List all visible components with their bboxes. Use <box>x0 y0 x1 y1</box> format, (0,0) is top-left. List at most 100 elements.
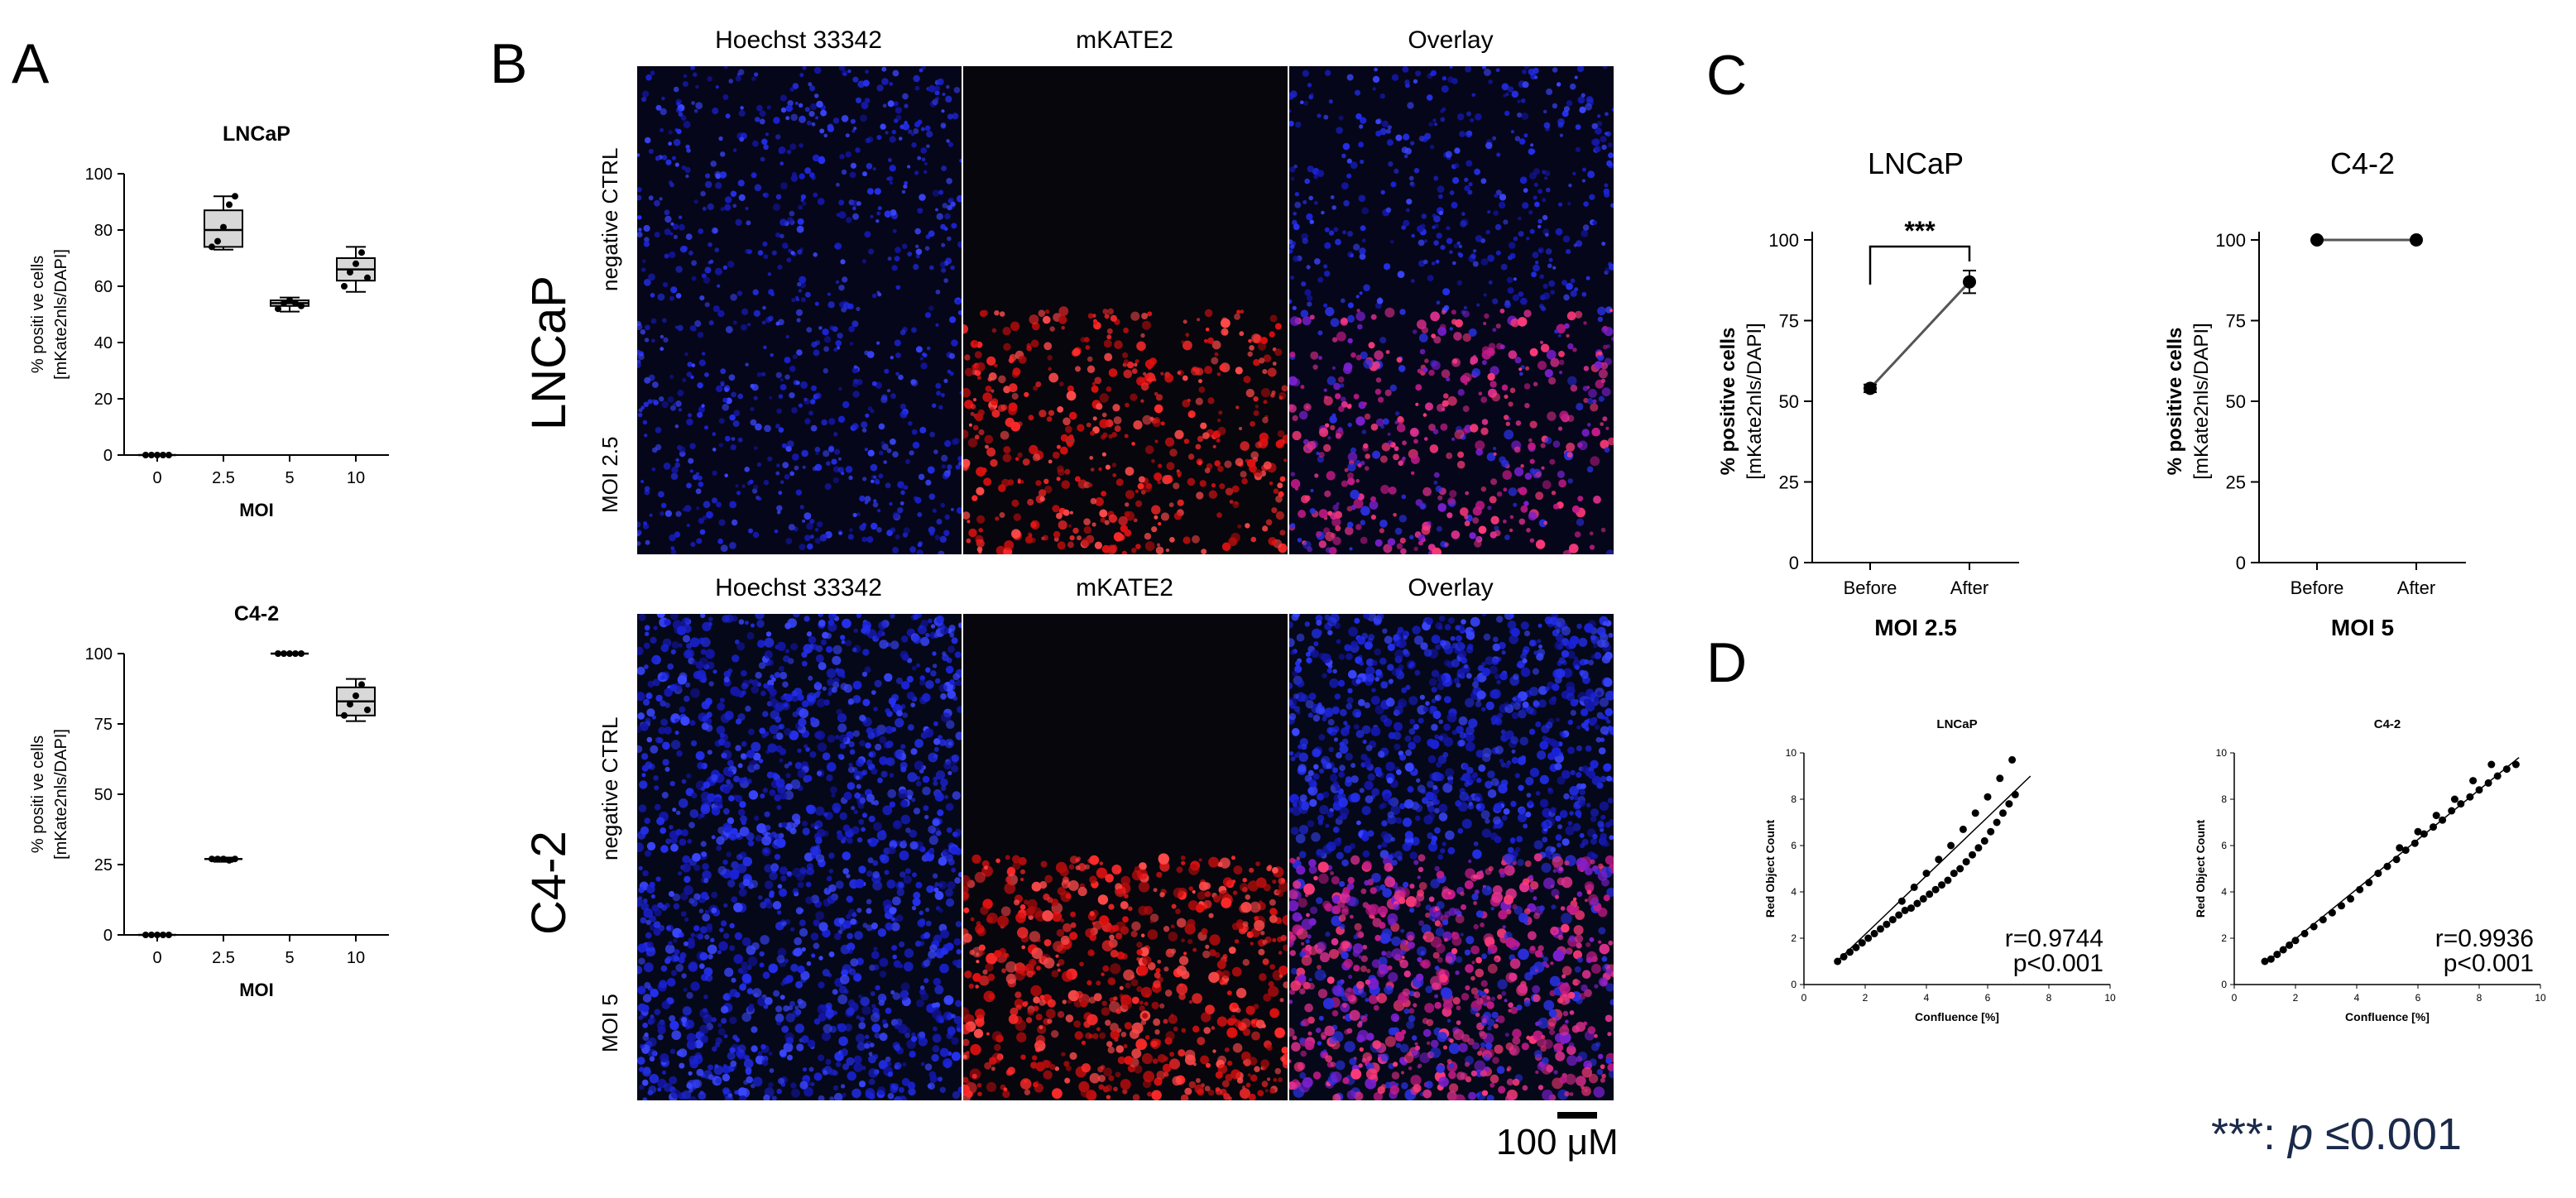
image-c42-overlay <box>1289 614 1614 1100</box>
scatter-point <box>1870 929 1878 937</box>
y-tick-label: 20 <box>94 391 113 409</box>
y-axis-label-line1: % positive cells <box>1717 328 1739 476</box>
scatter-point <box>2008 755 2017 764</box>
regression-line <box>1834 775 2032 965</box>
data-point <box>1963 275 1976 289</box>
data-point <box>286 297 293 304</box>
row-label-moi-5: MOI 5 <box>597 994 622 1052</box>
data-point <box>292 650 299 657</box>
scatter-point <box>2448 807 2456 815</box>
scatter-point <box>2411 839 2419 847</box>
scatter-point <box>2338 902 2345 910</box>
x-tick-label: 2 <box>2293 992 2299 1004</box>
boxplot-lncap: LNCaP 0 20 40 60 80 100 0 2.5 5 10 MOI % positi ve c… <box>29 122 389 520</box>
data-point <box>232 193 238 200</box>
scatter-point <box>1897 897 1906 905</box>
series-line <box>1868 280 1971 390</box>
scatter-point <box>1877 925 1884 933</box>
significance-bracket <box>1868 245 1971 285</box>
scatter-point <box>1938 881 1945 889</box>
col-title-hoechst-top: Hoechst 33342 <box>715 26 882 54</box>
scatter-point <box>1895 911 1903 919</box>
y-tick-label: 0 <box>103 927 113 945</box>
data-point <box>358 249 365 256</box>
data-point <box>275 305 281 313</box>
data-point <box>148 932 155 938</box>
data-point <box>1864 381 1877 395</box>
scatter-point <box>1907 904 1915 913</box>
y-tick-label: 75 <box>2226 311 2246 332</box>
image-lncap-overlay <box>1289 66 1614 554</box>
y-tick-label: 0 <box>1789 553 1799 573</box>
scatter-point <box>2392 855 2401 864</box>
chart-title: LNCaP <box>223 122 290 146</box>
correlation-r: r=0.9936 <box>2435 925 2534 952</box>
x-tick-label: 8 <box>2477 992 2482 1004</box>
scatter-point <box>2450 795 2458 803</box>
data-point <box>286 650 293 657</box>
data-point <box>281 650 287 657</box>
chart-title: C4-2 <box>234 602 279 625</box>
y-tick-label: 75 <box>1779 311 1799 332</box>
y-axis-label-line2: [mKate2nls/DAPI] <box>2190 323 2213 479</box>
scatter-point <box>1944 876 1952 884</box>
data-point <box>2310 233 2324 247</box>
data-point <box>298 650 305 657</box>
x-tick-label: 0 <box>152 949 161 967</box>
x-tick-label: 5 <box>285 469 294 487</box>
x-tick-label: 2.5 <box>212 469 235 487</box>
y-tick-label: 10 <box>1786 747 1797 759</box>
x-tick-label: 2 <box>1863 992 1868 1004</box>
scatter-point <box>1913 899 1921 908</box>
scatter-point <box>1919 894 1927 903</box>
scatter-point <box>2383 862 2391 870</box>
data-point <box>347 269 353 276</box>
scatter-point <box>1950 870 1958 878</box>
scatter-point <box>1935 855 1943 864</box>
scatter-point <box>1993 818 2001 827</box>
scatter-point <box>1901 906 1909 914</box>
footnote-p: p <box>2288 1109 2314 1159</box>
scatter-point <box>2291 937 2300 945</box>
x-tick-label: 6 <box>1985 992 1991 1004</box>
data-point <box>292 300 299 307</box>
image-c42-mkate2 <box>963 614 1288 1100</box>
col-title-overlay-bottom: Overlay <box>1408 574 1494 601</box>
x-axis-label: Confluence [%] <box>1915 1010 1999 1023</box>
y-tick-label: 10 <box>2216 747 2228 759</box>
scatter-point <box>2011 790 2019 798</box>
y-axis-label-line2: [mKate2nls/DAPI] <box>52 249 70 380</box>
y-tick-label: 8 <box>2221 793 2227 805</box>
scatter-point <box>2396 844 2404 852</box>
col-title-hoechst-bottom: Hoechst 33342 <box>715 574 882 601</box>
x-tick-label: 5 <box>285 949 294 967</box>
y-tick-label: 80 <box>94 222 113 240</box>
scatter-point <box>1984 793 1992 801</box>
y-tick-label: 4 <box>2221 886 2227 898</box>
y-tick-label: 100 <box>1768 230 1799 251</box>
y-axis-label-line1: % positi ve cells <box>29 256 47 373</box>
y-axis-label: Red Object Count <box>2194 820 2207 918</box>
scatter-point <box>1926 890 1934 898</box>
x-tick-label: After <box>1950 577 1988 598</box>
y-axis-label: % positive cells [mKate2nls/DAPI] <box>1717 323 1766 479</box>
y-axis-label: % positive cells [mKate2nls/DAPI] <box>2164 323 2213 479</box>
chart-title: LNCaP <box>1936 717 1977 731</box>
scatter-point <box>2328 908 2336 917</box>
significance-footnote: ***: p ≤0.001 <box>2211 1109 2462 1160</box>
correlation-p: p<0.001 <box>2444 950 2534 977</box>
y-tick-label: 50 <box>94 786 113 804</box>
x-tick-label: 10 <box>347 949 365 967</box>
scatter-point <box>1959 825 1967 833</box>
data-point <box>364 274 371 281</box>
data-point <box>160 932 166 938</box>
y-axis-label-line2: [mKate2nls/DAPI] <box>1744 323 1766 479</box>
data-point <box>364 707 371 713</box>
y-axis-label: Red Object Count <box>1763 820 1777 918</box>
data-point <box>209 243 215 251</box>
x-tick-label: 0 <box>152 469 161 487</box>
x-tick-label: 10 <box>2104 992 2116 1004</box>
data-point <box>209 855 215 863</box>
